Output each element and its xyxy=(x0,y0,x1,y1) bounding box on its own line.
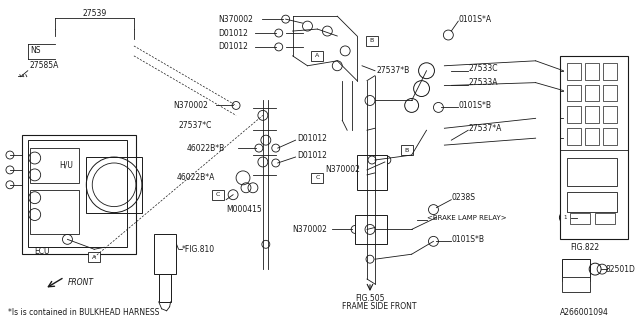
Text: D01012: D01012 xyxy=(298,150,328,160)
Text: 46022B*A: 46022B*A xyxy=(177,173,215,182)
Bar xyxy=(154,234,175,274)
Text: 27537*B: 27537*B xyxy=(377,66,410,75)
Text: A: A xyxy=(92,255,97,260)
Text: N370002: N370002 xyxy=(218,15,253,24)
Bar xyxy=(159,274,171,302)
Text: C: C xyxy=(216,192,220,197)
Bar xyxy=(603,84,617,101)
Bar xyxy=(585,128,599,145)
Text: 46022B*B: 46022B*B xyxy=(186,144,225,153)
Text: 27537*A: 27537*A xyxy=(468,124,502,133)
Text: D01012: D01012 xyxy=(218,43,248,52)
Bar xyxy=(29,190,79,234)
Bar xyxy=(570,212,590,224)
Bar xyxy=(22,135,136,254)
Text: 0101S*B: 0101S*B xyxy=(458,101,492,110)
Text: FIG.822: FIG.822 xyxy=(570,243,600,252)
Text: 27539: 27539 xyxy=(82,9,106,18)
Bar xyxy=(312,51,323,61)
Bar xyxy=(568,158,617,186)
Text: FRONT: FRONT xyxy=(67,277,93,286)
Bar xyxy=(563,277,590,292)
Text: D01012: D01012 xyxy=(298,134,328,143)
Bar xyxy=(585,107,599,123)
Text: A266001094: A266001094 xyxy=(561,308,609,317)
Bar xyxy=(585,84,599,101)
Bar xyxy=(603,107,617,123)
Bar xyxy=(603,128,617,145)
Text: <BRAKE LAMP RELAY>: <BRAKE LAMP RELAY> xyxy=(426,214,506,220)
Bar xyxy=(355,214,387,244)
Text: FRAME SIDE FRONT: FRAME SIDE FRONT xyxy=(342,302,417,311)
Bar xyxy=(28,140,127,247)
Text: 27585A: 27585A xyxy=(29,61,59,70)
Text: *FIG.810: *FIG.810 xyxy=(182,245,214,254)
Text: 27533A: 27533A xyxy=(468,78,498,87)
Bar xyxy=(29,148,79,183)
Bar xyxy=(561,56,628,239)
Text: 0101S*A: 0101S*A xyxy=(458,15,492,24)
Text: N370002: N370002 xyxy=(292,225,328,234)
Text: *Is is contained in BULKHEAD HARNESS: *Is is contained in BULKHEAD HARNESS xyxy=(8,308,159,317)
Text: 27533C: 27533C xyxy=(468,64,498,73)
Text: 27537*C: 27537*C xyxy=(179,121,212,130)
Bar xyxy=(86,157,142,212)
Text: 82501D: 82501D xyxy=(605,265,635,274)
Text: 0238S: 0238S xyxy=(451,193,476,202)
Bar xyxy=(312,173,323,183)
Bar xyxy=(563,259,590,281)
Text: N370002: N370002 xyxy=(173,101,209,110)
Bar xyxy=(366,36,378,46)
Text: B: B xyxy=(404,148,409,153)
Text: FIG.505: FIG.505 xyxy=(355,294,385,303)
Bar xyxy=(401,145,413,155)
Text: D01012: D01012 xyxy=(218,28,248,37)
Bar xyxy=(212,190,224,200)
Text: B: B xyxy=(370,38,374,44)
Bar xyxy=(568,107,581,123)
Text: N370002: N370002 xyxy=(325,165,360,174)
Bar xyxy=(595,212,615,224)
Text: NS: NS xyxy=(29,46,40,55)
Bar xyxy=(88,252,100,262)
Bar xyxy=(585,63,599,80)
Bar xyxy=(568,192,617,212)
Text: 1: 1 xyxy=(564,215,567,220)
Bar xyxy=(568,84,581,101)
Bar xyxy=(603,63,617,80)
Text: ECU: ECU xyxy=(35,247,50,256)
Bar xyxy=(568,128,581,145)
Bar xyxy=(357,155,387,190)
Text: 0101S*B: 0101S*B xyxy=(451,235,484,244)
Text: M000415: M000415 xyxy=(226,205,262,214)
Text: C: C xyxy=(316,175,319,180)
Text: H/U: H/U xyxy=(60,160,74,170)
Text: A: A xyxy=(316,53,319,58)
Bar xyxy=(568,63,581,80)
